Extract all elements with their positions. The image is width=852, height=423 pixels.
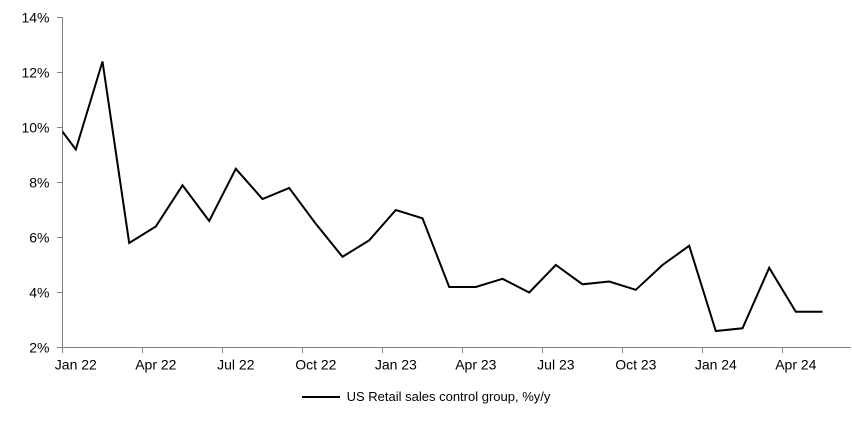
y-axis-label: 8%: [29, 175, 49, 191]
legend: US Retail sales control group, %y/y: [0, 389, 852, 404]
x-axis-label: Apr 24: [775, 357, 816, 373]
y-axis-label: 2%: [29, 340, 49, 356]
x-axis-label: Jan 22: [55, 357, 97, 373]
x-axis-label: Jan 24: [695, 357, 737, 373]
x-axis-label: Oct 23: [615, 357, 656, 373]
y-axis-label: 10%: [21, 120, 49, 136]
retail-sales-line-chart: 14% 12% 10% 8% 6% 4% 2% Jan 22 Apr 22 Jul 22 Oct 2…: [21, 10, 851, 373]
x-axis-label: Jul 23: [537, 357, 575, 373]
y-axis-label: 4%: [29, 285, 49, 301]
y-axis-label: 14%: [21, 10, 49, 26]
series-line-us-retail-sales-control-group: [62, 61, 823, 333]
x-axis-label: Jul 22: [217, 357, 255, 373]
x-axis-label: Oct 22: [295, 357, 336, 373]
x-axis-label: Jan 23: [375, 357, 417, 373]
legend-label: US Retail sales control group, %y/y: [346, 389, 551, 404]
y-axis-label: 6%: [29, 230, 49, 246]
legend-line-swatch: [301, 395, 340, 398]
x-axis-label: Apr 23: [455, 357, 496, 373]
y-axis-label: 12%: [21, 65, 49, 81]
x-axis-label: Apr 22: [135, 357, 176, 373]
